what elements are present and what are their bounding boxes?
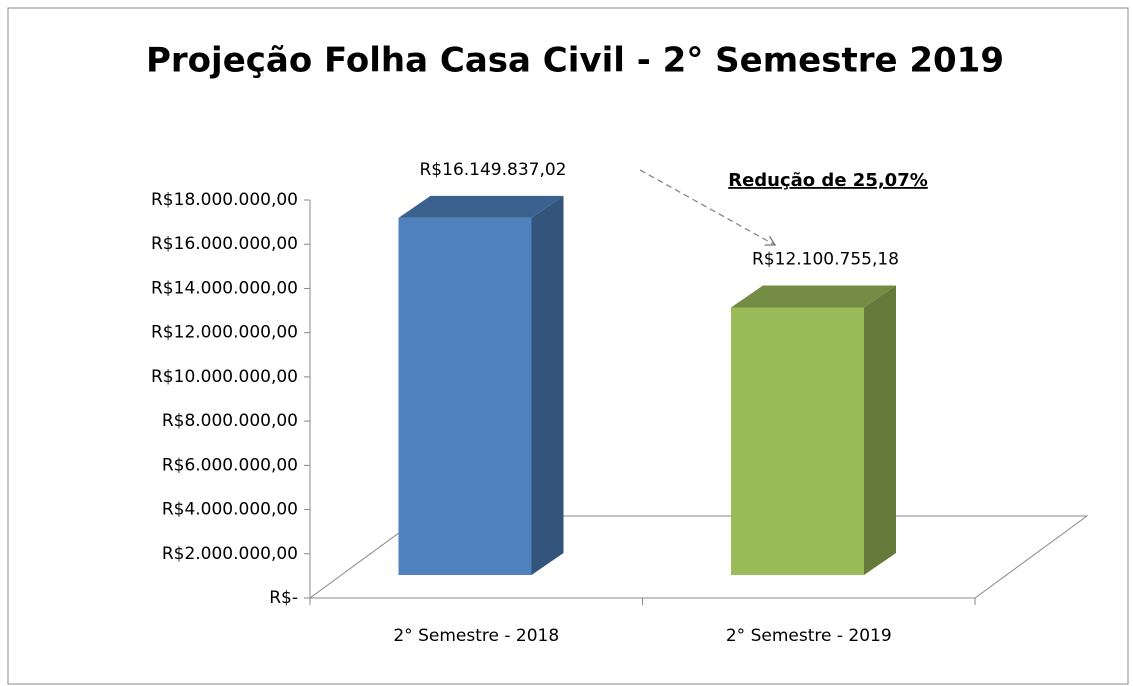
y-tick-label: R$18.000.000,00: [151, 190, 298, 210]
annotation: Redução de 25,07%: [728, 170, 928, 191]
bar-top: [398, 195, 564, 218]
y-tick-label: R$14.000.000,00: [151, 278, 298, 298]
y-tick-label: R$4.000.000,00: [162, 500, 298, 520]
x-tick-label: 2° Semestre - 2018: [393, 626, 559, 646]
bar-side: [864, 285, 896, 575]
arrow: [639, 169, 777, 246]
chart-title: Projeção Folha Casa Civil - 2° Semestre …: [146, 41, 1004, 81]
bar-side: [531, 195, 564, 575]
y-tick-label: R$12.000.000,00: [151, 323, 298, 343]
bar-top: [731, 285, 896, 308]
y-tick-label: R$8.000.000,00: [162, 411, 298, 431]
y-tick-label: R$-: [269, 588, 298, 608]
y-tick-label: R$10.000.000,00: [151, 367, 298, 387]
x-tick-label: 2° Semestre - 2019: [726, 626, 892, 646]
bar-front: [398, 217, 532, 575]
y-tick-label: R$6.000.000,00: [162, 455, 298, 475]
bar-front: [731, 307, 864, 575]
y-tick-label: R$2.000.000,00: [162, 544, 298, 564]
value-label: R$16.149.837,02: [420, 160, 567, 180]
y-tick-label: R$16.000.000,00: [151, 234, 298, 254]
value-label: R$12.100.755,18: [752, 249, 899, 269]
